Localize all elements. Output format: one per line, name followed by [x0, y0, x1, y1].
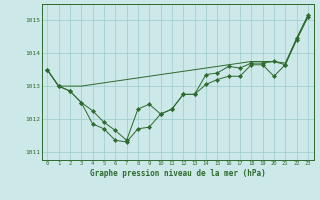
X-axis label: Graphe pression niveau de la mer (hPa): Graphe pression niveau de la mer (hPa) [90, 169, 266, 178]
